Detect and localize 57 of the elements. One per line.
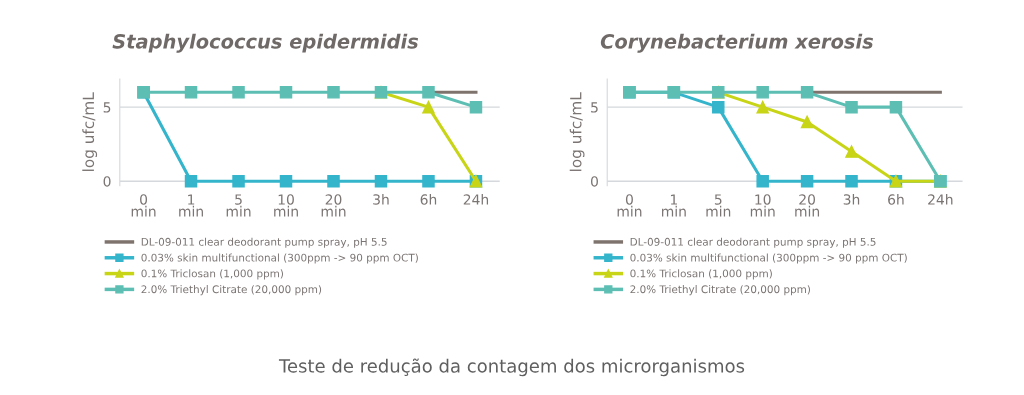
x-tick-label: 0 min — [131, 194, 156, 217]
point — [845, 100, 858, 114]
point — [756, 86, 769, 99]
legend-label: 0.1% Triclosan (1,000 ppm) — [630, 269, 772, 280]
point — [327, 174, 340, 188]
x-tick-label: 6h — [888, 193, 904, 205]
text: Teste de redução da contagem dos microrganismos — [278, 358, 745, 377]
point — [232, 174, 245, 188]
point — [889, 100, 903, 114]
y-tick-label: 0 — [103, 176, 111, 187]
x-tick-label: 20 min — [321, 194, 346, 217]
legend-label: 2.0% Triethyl Citrate (20,000 ppm) — [630, 285, 810, 296]
x-tick-label: 6h — [420, 193, 437, 205]
point — [845, 174, 858, 188]
point — [469, 100, 483, 114]
x-tick-label: 3h — [373, 193, 389, 205]
x-tick-label: 10 min — [274, 194, 298, 217]
point — [184, 86, 198, 99]
y-tick-label: 0 — [590, 176, 598, 187]
point — [374, 174, 388, 188]
legend-label: 0.03% skin multifunctional (300ppm -> 90 ppm OCT) — [141, 253, 418, 264]
point — [800, 174, 814, 188]
legend-label: 2.0% Triethyl Citrate (20,000 ppm) — [141, 285, 322, 296]
point — [184, 174, 198, 188]
x-tick-label: 20 min — [795, 194, 820, 217]
x-tick-label: 24h — [928, 193, 953, 205]
point — [327, 86, 340, 99]
point — [800, 86, 814, 99]
point — [279, 86, 293, 99]
x-tick-label: 24h — [463, 193, 489, 205]
chart-title: Staphylococcus epidermidis — [112, 33, 419, 53]
chart-title: Corynebacterium xerosis — [600, 33, 874, 53]
x-tick-label: 10 min — [750, 194, 775, 217]
point — [422, 100, 435, 114]
point — [422, 86, 435, 99]
x-tick-label: 5 min — [226, 194, 251, 217]
y-tick-label: 5 — [591, 102, 598, 113]
point — [712, 100, 725, 114]
point — [279, 174, 293, 188]
x-tick-label: 1 min — [662, 194, 686, 217]
y-axis-title: log ufc/mL — [82, 92, 98, 171]
y-axis-title: log ufc/mL — [569, 92, 585, 171]
x-tick-label: 0 min — [617, 194, 642, 217]
legend-label: DL-09-011 clear deodorant pump spray, pH 5.5 — [630, 237, 876, 248]
x-tick-label: 5 min — [706, 194, 731, 217]
legend-label: 0.03% skin multifunctional (300ppm -> 90 ppm OCT) — [630, 253, 907, 264]
legend-label: DL-09-011 clear deodorant pump spray, pH 5.5 — [141, 237, 387, 248]
point — [756, 174, 769, 188]
y-tick-label: 5 — [103, 102, 111, 113]
point — [800, 115, 814, 129]
point — [756, 100, 769, 114]
point — [232, 86, 245, 99]
x-tick-label: 1 min — [179, 194, 203, 217]
legend-label: 0.1% Triclosan (1,000 ppm) — [141, 269, 283, 280]
x-tick-label: 3h — [843, 193, 860, 205]
point — [845, 145, 858, 158]
point — [422, 174, 435, 188]
